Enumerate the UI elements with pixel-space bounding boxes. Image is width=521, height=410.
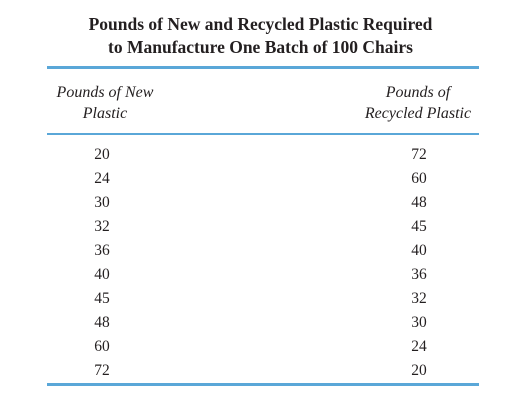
column-header-recycled-line-2: Recycled Plastic [364,105,472,122]
cell-new-plastic: 60 [94,338,110,355]
cell-recycled-plastic: 32 [411,290,427,307]
column-header-recycled-line-1: Pounds of [385,84,451,101]
table-row: 40 36 [0,263,521,287]
table-row: 48 30 [0,311,521,335]
column-header-new-line-1: Pounds of New [56,84,154,101]
table-row: 36 40 [0,239,521,263]
cell-recycled-plastic: 30 [411,314,427,331]
table-row: 45 32 [0,287,521,311]
bottom-rule [47,383,479,386]
cell-new-plastic: 40 [94,266,110,283]
cell-new-plastic: 72 [94,362,110,379]
cell-new-plastic: 36 [94,242,110,259]
top-rule [47,66,479,69]
table-title-line-2: to Manufacture One Batch of 100 Chairs [108,37,413,57]
cell-recycled-plastic: 24 [411,338,427,355]
cell-recycled-plastic: 20 [411,362,427,379]
table-row: 72 20 [0,359,521,383]
column-header-new-line-2: Plastic [82,105,128,122]
cell-recycled-plastic: 48 [411,194,427,211]
cell-new-plastic: 32 [94,218,110,235]
cell-recycled-plastic: 40 [411,242,427,259]
header-rule [47,133,479,135]
cell-new-plastic: 48 [94,314,110,331]
column-header-recycled-plastic: Pounds of Recycled Plastic [345,82,491,124]
table-title-line-1: Pounds of New and Recycled Plastic Requi… [88,14,433,34]
cell-recycled-plastic: 36 [411,266,427,283]
cell-new-plastic: 30 [94,194,110,211]
cell-recycled-plastic: 72 [411,146,427,163]
table-body: 20 72 24 60 30 48 32 45 36 40 40 36 45 3… [0,143,521,383]
cell-new-plastic: 45 [94,290,110,307]
table-row: 32 45 [0,215,521,239]
table-row: 24 60 [0,167,521,191]
column-header-new-plastic: Pounds of New Plastic [40,82,170,124]
cell-recycled-plastic: 45 [411,218,427,235]
cell-recycled-plastic: 60 [411,170,427,187]
cell-new-plastic: 24 [94,170,110,187]
table-row: 30 48 [0,191,521,215]
table-row: 60 24 [0,335,521,359]
cell-new-plastic: 20 [94,146,110,163]
table-row: 20 72 [0,143,521,167]
